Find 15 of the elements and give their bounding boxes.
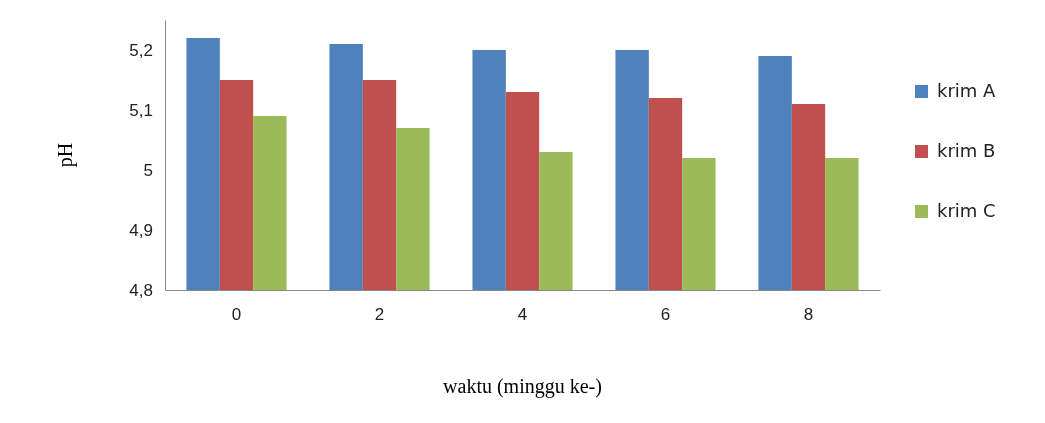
legend-label: krim A <box>937 80 997 101</box>
y-tick-label: 5 <box>143 160 153 180</box>
y-tick-label: 5,2 <box>129 40 153 60</box>
x-tick-label: 6 <box>660 305 671 325</box>
y-tick-label: 4,9 <box>129 220 153 240</box>
y-axis-title: pH <box>54 142 77 168</box>
y-tick-label: 5,1 <box>129 100 153 120</box>
x-tick-label: 4 <box>517 305 528 325</box>
x-axis-title: waktu (minggu ke-) <box>443 375 602 398</box>
y-tick-label: 4,8 <box>129 280 153 300</box>
legend-label: krim C <box>937 200 996 221</box>
x-tick-label: 8 <box>803 305 814 325</box>
x-tick-label: 2 <box>374 305 385 325</box>
legend-label: krim B <box>937 140 996 161</box>
x-tick-label: 0 <box>231 305 242 325</box>
